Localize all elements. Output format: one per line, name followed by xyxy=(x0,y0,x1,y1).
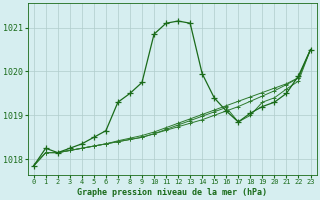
X-axis label: Graphe pression niveau de la mer (hPa): Graphe pression niveau de la mer (hPa) xyxy=(77,188,267,197)
